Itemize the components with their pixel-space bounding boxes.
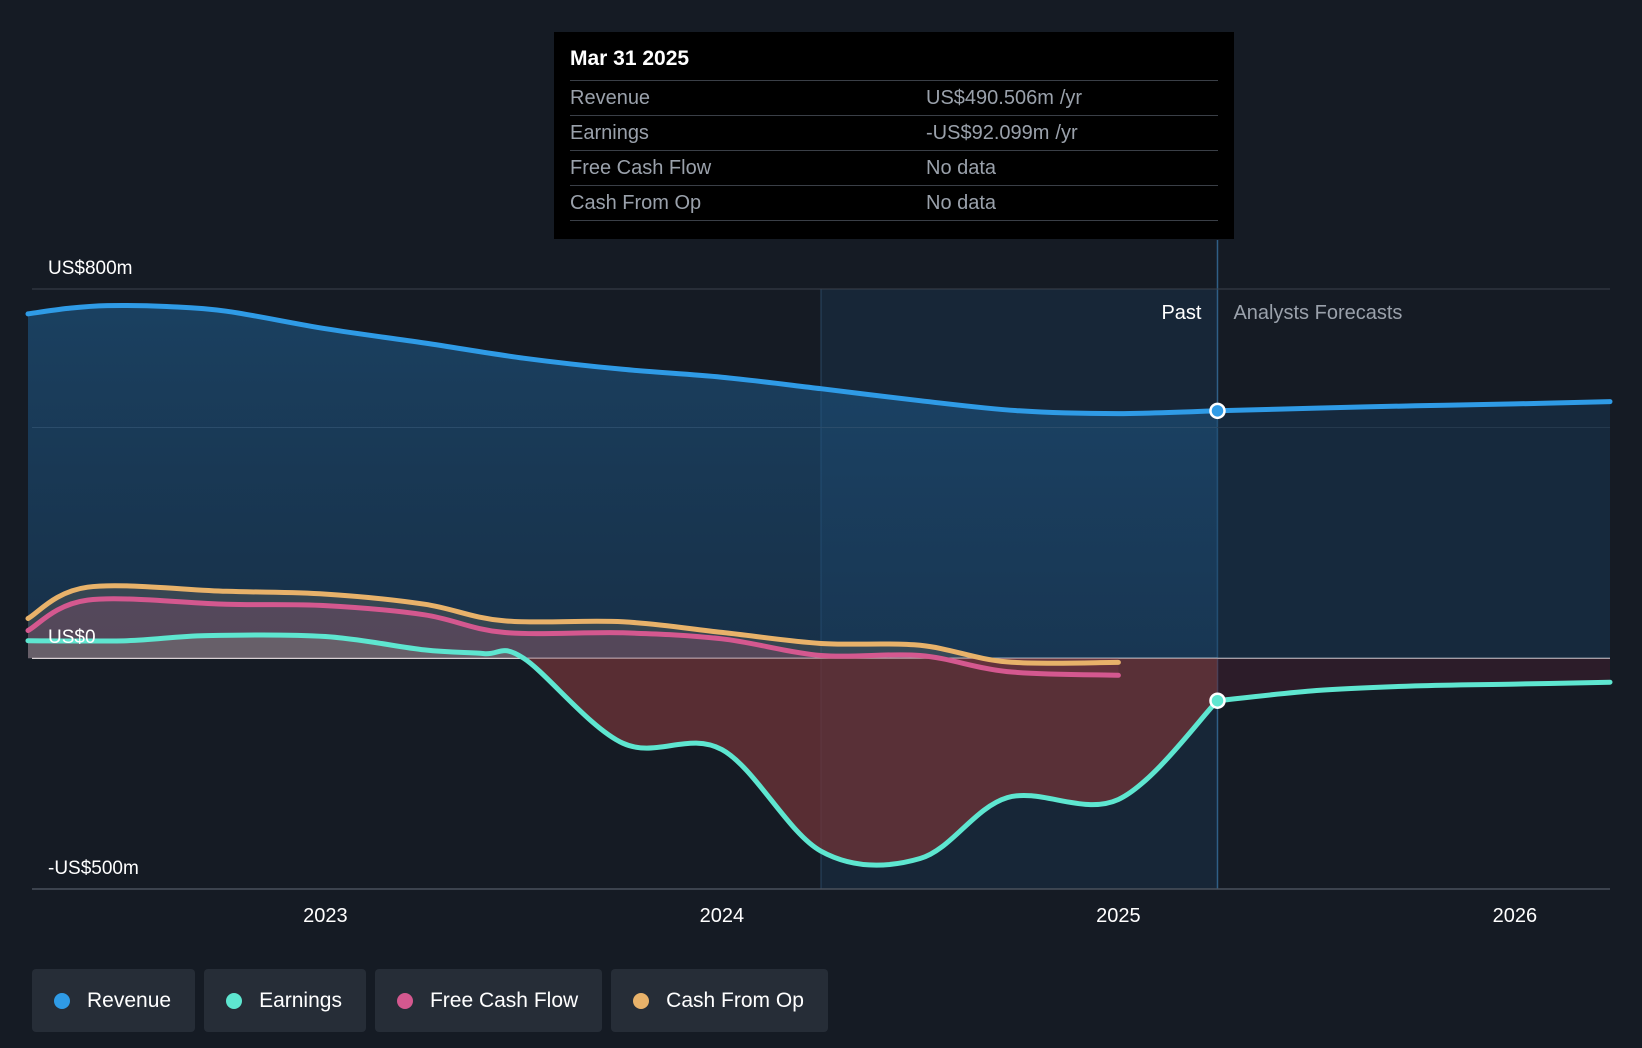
revenue-forecast-line: [1215, 399, 1613, 414]
tooltip-label: Cash From Op: [570, 191, 702, 214]
tooltip-row-cash-from-op: Cash From Op No data: [570, 185, 1218, 221]
earnings-dot-icon: [226, 992, 243, 1009]
legend-label: Earnings: [259, 988, 342, 1012]
tooltip-value: US$490.506m: [926, 86, 1054, 109]
revenue-dot-icon: [54, 992, 70, 1009]
y-axis-label: US$0: [48, 627, 96, 648]
tooltip-value: No data: [926, 191, 997, 214]
cash-from-op-line: [25, 583, 1121, 666]
x-tick-label: 2025: [1096, 905, 1141, 927]
earnings-area-negative: [523, 658, 1218, 866]
x-tick-label: 2026: [1493, 905, 1538, 927]
y-axis-label: US$800m: [48, 258, 133, 279]
earnings-marker: [1209, 692, 1226, 709]
legend: Revenue Earnings Free Cash Flow Cash Fro…: [32, 969, 828, 1032]
free-cash-flow-dot-icon: [396, 992, 413, 1009]
revenue-forecast-area: [1217, 401, 1610, 659]
legend-label: Revenue: [87, 988, 172, 1012]
tooltip-date: Mar 31 2025: [570, 47, 690, 70]
tooltip-unit: /yr: [1055, 121, 1078, 144]
tooltip-row-free-cash-flow: Free Cash Flow No data: [570, 150, 1218, 185]
axis-labels: US$800m US$0 -US$500m 2023 2024 2025 2026 Past A…: [48, 258, 1537, 927]
tooltip-value: No data: [926, 156, 997, 179]
revenue-line: [25, 302, 1220, 417]
series-lines: [25, 302, 1613, 868]
forecast-label: Analysts Forecasts: [1233, 302, 1402, 324]
earnings-line: [25, 632, 1220, 868]
tooltip-value: -US$92.099m: [926, 121, 1050, 144]
legend-item-free-cash-flow[interactable]: Free Cash Flow: [374, 969, 603, 1032]
x-tick-label: 2024: [700, 905, 745, 927]
free-cash-flow-area: [28, 598, 1119, 676]
legend-item-earnings[interactable]: Earnings: [204, 969, 366, 1032]
legend-item-cash-from-op[interactable]: Cash From Op: [611, 969, 828, 1032]
earnings-forecast-line: [1215, 679, 1613, 704]
tooltip: Mar 31 2025 Revenue US$490.506m /yr Earn…: [554, 32, 1234, 239]
legend-label: Free Cash Flow: [429, 988, 579, 1012]
tooltip-row-earnings: Earnings -US$92.099m /yr: [570, 115, 1218, 150]
legend-label: Cash From Op: [666, 988, 804, 1012]
tooltip-row-revenue: Revenue US$490.506m /yr: [570, 80, 1218, 115]
free-cash-flow-line: [25, 596, 1121, 678]
x-tick-label: 2023: [303, 905, 348, 927]
y-axis-label: -US$500m: [48, 858, 139, 879]
revenue-marker: [1209, 402, 1226, 420]
tooltip-label: Earnings: [570, 121, 649, 144]
tooltip-label: Free Cash Flow: [570, 156, 712, 179]
past-label: Past: [1161, 302, 1201, 324]
tooltip-label: Revenue: [570, 86, 651, 109]
cash-from-op-dot-icon: [633, 992, 650, 1009]
legend-item-revenue[interactable]: Revenue: [32, 969, 196, 1032]
tooltip-unit: /yr: [1059, 86, 1083, 109]
revenue-area: [28, 305, 1218, 659]
